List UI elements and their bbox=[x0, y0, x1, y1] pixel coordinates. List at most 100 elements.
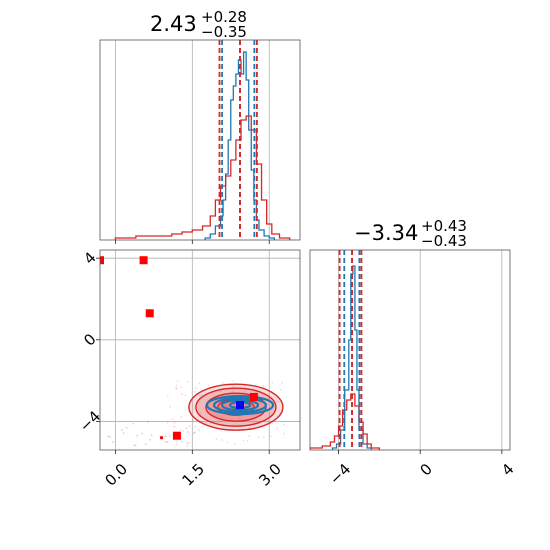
sample-point bbox=[175, 443, 178, 446]
sample-point bbox=[165, 441, 167, 444]
sample-point bbox=[226, 441, 229, 444]
sample-point bbox=[246, 440, 249, 442]
sample-point bbox=[184, 394, 187, 397]
sample-point bbox=[179, 429, 182, 431]
sample-point bbox=[175, 387, 178, 390]
sample-point bbox=[186, 380, 189, 383]
sample-point bbox=[180, 386, 183, 389]
sample-point bbox=[132, 422, 135, 425]
sample-point bbox=[150, 434, 153, 436]
sample-point bbox=[199, 394, 201, 397]
title-param1-upper: +0.28 bbox=[201, 8, 247, 26]
sample-point bbox=[121, 428, 124, 431]
sample-point bbox=[222, 381, 224, 384]
sample-point bbox=[283, 432, 286, 435]
sample-point bbox=[147, 420, 150, 423]
sample-point bbox=[281, 381, 284, 384]
tick-label-x-right-1: 0 bbox=[416, 460, 435, 479]
outlier-marker-3 bbox=[172, 431, 181, 440]
sample-point bbox=[198, 429, 201, 432]
sample-point bbox=[175, 440, 178, 443]
title-param1-lower: −0.35 bbox=[201, 23, 247, 41]
outlier-marker-0 bbox=[100, 256, 104, 265]
sample-point bbox=[168, 434, 171, 437]
sample-point bbox=[175, 384, 178, 387]
sample-point bbox=[207, 384, 210, 387]
sample-point bbox=[209, 422, 211, 424]
sample-point bbox=[239, 418, 242, 421]
outlier-marker-2 bbox=[145, 309, 154, 318]
sample-point bbox=[133, 444, 136, 447]
sample-point bbox=[220, 429, 223, 432]
sample-point bbox=[148, 438, 151, 441]
tick-label-x-scatter-2: 3.0 bbox=[255, 460, 285, 490]
hist-param1-panel bbox=[99, 39, 301, 244]
title-param2-value: −3.34 bbox=[354, 221, 418, 245]
sample-point bbox=[164, 435, 167, 438]
sample-point bbox=[200, 393, 203, 396]
sample-point bbox=[283, 423, 286, 426]
sample-point bbox=[144, 443, 147, 445]
tick-label-x-right-0: −4 bbox=[326, 460, 354, 488]
sample-point bbox=[112, 441, 114, 443]
sample-point bbox=[192, 432, 195, 435]
sample-point bbox=[277, 400, 280, 403]
scatter-panel: 0.0 1.5 3.0−404 bbox=[76, 248, 301, 490]
sample-point bbox=[187, 441, 190, 444]
sample-point bbox=[135, 434, 138, 437]
sample-point bbox=[166, 440, 169, 443]
sample-point bbox=[279, 388, 282, 391]
contour-blue-1 bbox=[212, 397, 268, 414]
frame-top bbox=[99, 39, 301, 241]
title-param2-lower: −0.43 bbox=[421, 232, 467, 250]
sample-point bbox=[194, 431, 196, 434]
contour-blue-0 bbox=[205, 395, 275, 416]
sample-point bbox=[248, 434, 251, 437]
sample-point bbox=[186, 444, 188, 447]
sample-point bbox=[107, 435, 110, 438]
sample-point bbox=[134, 444, 137, 447]
sample-point bbox=[122, 432, 125, 434]
sample-point bbox=[188, 425, 191, 427]
sample-point bbox=[262, 385, 265, 388]
sample-point bbox=[269, 435, 272, 438]
sample-point bbox=[271, 381, 274, 384]
sample-point bbox=[234, 443, 236, 446]
sample-point bbox=[182, 430, 185, 433]
sample-point bbox=[230, 417, 233, 420]
sample-point bbox=[166, 421, 169, 424]
sample-point bbox=[233, 423, 235, 426]
sample-point bbox=[109, 435, 111, 438]
sample-point bbox=[215, 437, 218, 440]
sample-point bbox=[198, 382, 201, 385]
sample-point bbox=[231, 390, 234, 393]
sample-point bbox=[221, 416, 224, 419]
sample-point bbox=[176, 380, 179, 383]
sample-point bbox=[259, 402, 261, 405]
sample-point bbox=[185, 427, 188, 430]
title-param2: −3.34 +0.43 −0.43 bbox=[354, 217, 467, 250]
contour-blue-2 bbox=[220, 399, 260, 412]
sample-point bbox=[173, 421, 176, 424]
sample-point bbox=[248, 426, 251, 429]
sample-point bbox=[186, 431, 189, 433]
outlier-marker-1 bbox=[139, 256, 148, 265]
sample-point bbox=[224, 417, 227, 420]
scatter-series bbox=[100, 256, 286, 447]
sample-point bbox=[194, 390, 196, 393]
sample-point bbox=[166, 395, 169, 398]
sample-point bbox=[257, 436, 260, 439]
sample-point bbox=[180, 440, 183, 443]
tick-label-x-scatter-1: 1.5 bbox=[178, 460, 208, 490]
hist-param2-panel: −4 0 4 bbox=[309, 249, 518, 488]
hist-param2-series bbox=[310, 250, 381, 450]
hist-param1-series bbox=[114, 40, 291, 240]
outlier-dot bbox=[159, 436, 164, 440]
sample-point bbox=[141, 432, 144, 435]
sample-point bbox=[186, 442, 189, 445]
sample-point bbox=[125, 426, 128, 429]
sample-point bbox=[242, 439, 245, 442]
sample-point bbox=[173, 425, 176, 428]
sample-point bbox=[232, 385, 235, 388]
